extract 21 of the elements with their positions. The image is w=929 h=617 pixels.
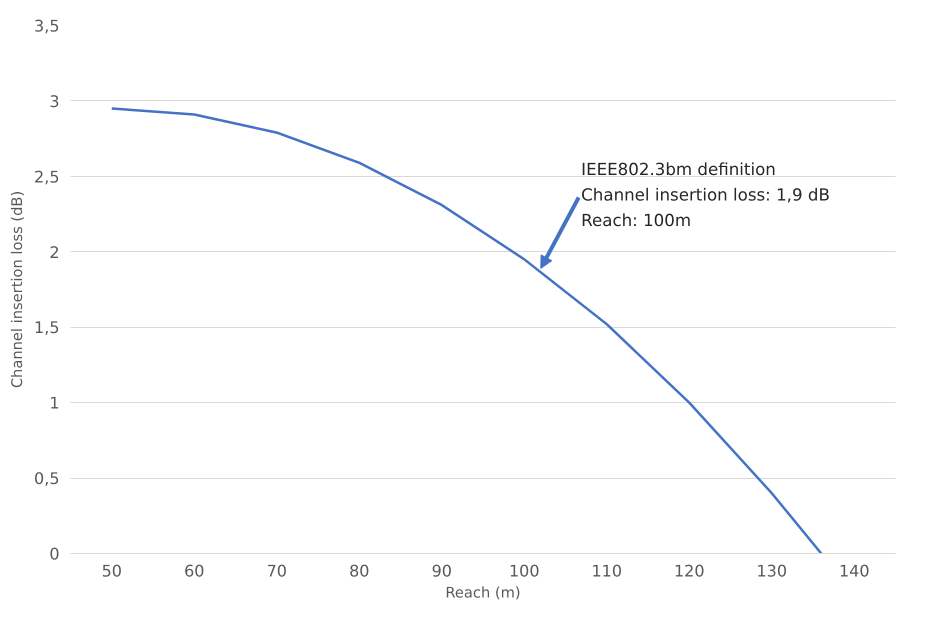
x-tick-label: 90 — [432, 562, 452, 580]
x-tick-label: 100 — [508, 562, 540, 580]
x-tick-label: 110 — [591, 562, 622, 580]
x-axis-title: Reach (m) — [445, 584, 521, 602]
y-tick-label: 1,5 — [34, 318, 60, 338]
x-tick-label: 120 — [674, 562, 705, 580]
x-tick-label: 50 — [102, 562, 122, 580]
y-tick-label: 1 — [49, 394, 60, 413]
y-tick-label: 2,5 — [34, 167, 60, 186]
y-tick-label: 3,5 — [34, 16, 60, 36]
x-tick-label: 80 — [349, 562, 370, 580]
y-tick-label: 0 — [49, 544, 60, 564]
y-axis-title: Channel insertion loss (dB) — [9, 190, 26, 388]
x-tick-label: 140 — [838, 562, 870, 580]
x-tick-label: 70 — [266, 562, 287, 580]
x-tick-label: 60 — [184, 562, 204, 580]
x-tick-label: 130 — [756, 562, 788, 580]
y-tick-label: 0,5 — [34, 469, 60, 488]
y-tick-label: 3 — [49, 92, 60, 111]
y-tick-label: 2 — [49, 242, 60, 262]
annotation: IEEE802.3bm definition Channel insertion loss: 1,9 dB Reach: 100m — [581, 160, 830, 230]
